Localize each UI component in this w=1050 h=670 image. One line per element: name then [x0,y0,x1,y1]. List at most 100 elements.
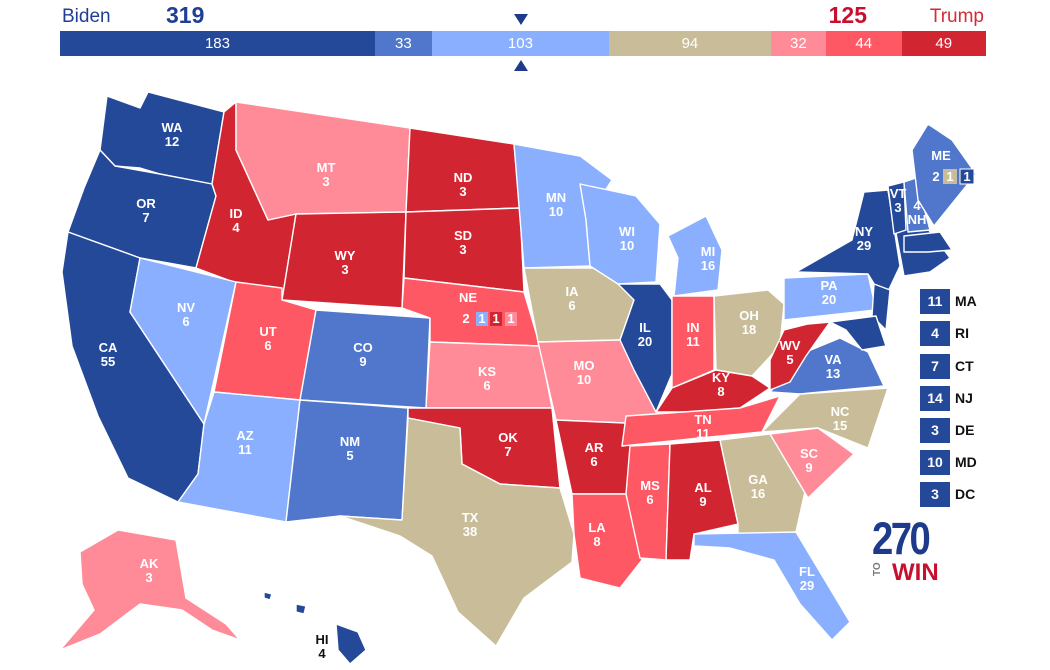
label-NV: NV [177,300,195,315]
label-WA: WA [162,120,184,135]
votes-MS: 6 [646,492,653,507]
logo-win: WIN [892,559,939,586]
label-MS: MS [640,478,660,493]
label-MI: MI [701,244,715,259]
votes-ID: 4 [232,220,240,235]
nebraska-district-split: 2 1 1 1 [462,311,517,326]
votes-TX: 38 [463,524,477,539]
state-HI[interactable] [335,623,367,665]
state-MI[interactable] [667,215,723,297]
label-MN: MN [546,190,566,205]
votes-KY: 8 [717,384,724,399]
label-ME: ME [931,148,951,163]
bar-likely-rep[interactable]: 44 [825,31,902,56]
small-state-label-MD: MD [955,454,977,470]
votes-NM: 5 [346,448,353,463]
270towin-logo[interactable]: 270 TO WIN [872,516,952,586]
votes-AL: 9 [699,494,706,509]
votes-AR: 6 [590,454,597,469]
small-state-label-CT: CT [955,358,974,374]
votes-CA: 55 [101,354,115,369]
state-IN[interactable] [671,295,715,389]
state-NC[interactable] [761,387,889,449]
label-ID: ID [230,206,243,221]
state-NV[interactable] [129,257,237,425]
votes-MT: 3 [322,174,329,189]
arrow-up-icon [514,60,528,71]
label-TN: TN [694,412,711,427]
state-AK[interactable] [59,529,241,651]
bar-tossup[interactable]: 94 [609,31,771,56]
bar-safe-rep[interactable]: 49 [901,31,986,56]
label-OH: OH [739,308,759,323]
votes-NH: 4 [913,198,921,213]
ne-district-box[interactable] [476,312,488,326]
votes-LA: 8 [593,534,600,549]
state-VT[interactable] [887,181,907,235]
small-state-label-DE: DE [955,422,975,438]
trump-label: Trump [929,6,984,27]
ne-district-box[interactable] [505,312,517,326]
ne-statewide-votes: 2 [462,311,469,326]
bar-lean-rep[interactable]: 32 [770,31,826,56]
logo-to: TO [872,562,883,576]
ne-district-box[interactable] [490,312,502,326]
label-HI: HI [316,632,329,647]
me-district-box[interactable] [959,168,975,185]
votes-OR: 7 [142,210,149,225]
state-SC[interactable] [769,427,855,499]
ne-cd1-votes: 1 [478,311,485,326]
state-WI[interactable] [579,183,661,285]
state-MA[interactable] [903,231,953,253]
trump-total: 125 [828,2,867,28]
me-district-box[interactable] [943,169,957,184]
label-VT: VT [890,186,907,201]
label-SC: SC [800,446,819,461]
small-state-box-DE[interactable]: 3 [920,418,950,443]
votes-TN: 11 [696,426,710,441]
small-state-box-MA[interactable]: 11 [920,289,950,314]
logo-number: 270 [872,513,931,564]
votes-MN: 10 [549,204,563,219]
state-FL[interactable] [693,531,851,641]
small-state-label-DC: DC [955,486,976,502]
state-HI-island[interactable] [295,603,307,615]
bar-lean-dem[interactable]: 103 [431,31,610,56]
state-TX[interactable] [339,417,575,647]
label-IA: IA [566,284,580,299]
label-AL: AL [694,480,711,495]
label-AK: AK [140,556,159,571]
label-MT: MT [317,160,336,175]
small-state-box-RI[interactable]: 4 [920,321,950,346]
me-cd2-votes: 1 [963,169,970,184]
label-WY: WY [335,248,356,263]
label-KY: KY [712,370,730,385]
votes-OK: 7 [504,444,511,459]
state-WV[interactable] [769,321,831,391]
state-MD[interactable] [829,315,887,351]
label-UT: UT [259,324,276,339]
state-HI-island[interactable] [263,591,273,601]
arrow-down-icon [514,14,528,25]
label-NH: NH [908,212,927,227]
bar-safe-dem[interactable]: 183 [60,31,375,56]
small-state-box-MD[interactable]: 10 [920,450,950,475]
votes-UT: 6 [264,338,271,353]
small-state-box-CT[interactable]: 7 [920,354,950,379]
label-CO: CO [353,340,373,355]
votes-CO: 9 [359,354,366,369]
label-TX: TX [462,510,479,525]
bar-likely-dem[interactable]: 33 [374,31,432,56]
votes-GA: 16 [751,486,765,501]
votes-MI: 16 [701,258,715,273]
state-NH[interactable] [903,177,931,233]
votes-AZ: 11 [238,442,252,457]
votes-AK: 3 [145,570,152,585]
label-VA: VA [824,352,842,367]
votes-IA: 6 [568,298,575,313]
state-MS[interactable] [625,443,671,561]
votes-IL: 20 [638,334,652,349]
label-CA: CA [99,340,118,355]
small-state-box-DC[interactable]: 3 [920,482,950,507]
small-state-box-NJ[interactable]: 14 [920,386,950,411]
